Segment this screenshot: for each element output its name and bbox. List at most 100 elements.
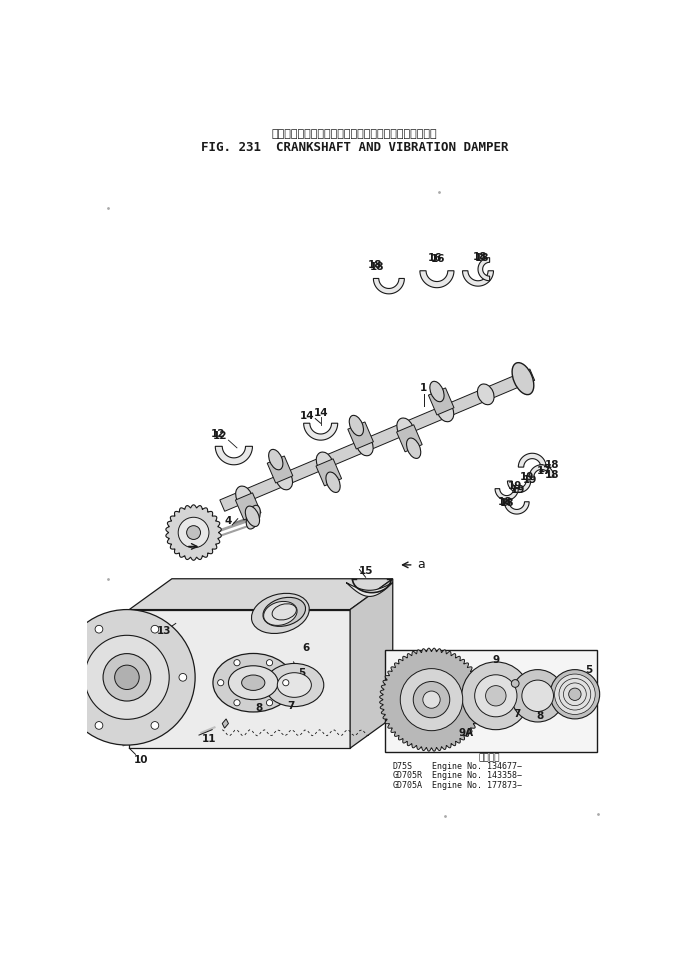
Polygon shape — [346, 583, 393, 596]
Text: 18: 18 — [498, 497, 512, 507]
Circle shape — [563, 683, 586, 705]
Text: 17: 17 — [538, 464, 553, 475]
Text: 2: 2 — [168, 527, 175, 537]
Text: Engine No. 134677−: Engine No. 134677− — [432, 762, 522, 772]
Ellipse shape — [213, 654, 294, 712]
Text: 18: 18 — [545, 460, 559, 470]
Ellipse shape — [430, 381, 444, 402]
Polygon shape — [495, 488, 518, 500]
Text: 18: 18 — [473, 252, 488, 262]
Text: Engine No. 177873−: Engine No. 177873− — [432, 780, 522, 790]
Polygon shape — [236, 493, 261, 520]
Text: 9A: 9A — [459, 728, 474, 738]
Text: 18: 18 — [545, 470, 559, 480]
Polygon shape — [220, 369, 535, 511]
Circle shape — [522, 680, 554, 711]
Circle shape — [462, 662, 530, 730]
Polygon shape — [304, 423, 337, 440]
Polygon shape — [462, 270, 493, 286]
Ellipse shape — [252, 594, 309, 633]
Text: 10: 10 — [134, 755, 148, 765]
Text: クランクシャフト　および　バイブレーション　ダンパ: クランクシャフト および バイブレーション ダンパ — [272, 128, 437, 139]
Text: 18: 18 — [368, 260, 382, 270]
Text: 16: 16 — [428, 253, 443, 263]
Polygon shape — [478, 258, 490, 281]
Ellipse shape — [245, 506, 260, 526]
Ellipse shape — [242, 675, 265, 691]
Text: FIG. 231  CRANKSHAFT AND VIBRATION DAMPER: FIG. 231 CRANKSHAFT AND VIBRATION DAMPER — [201, 141, 509, 154]
Polygon shape — [216, 447, 252, 465]
Circle shape — [423, 691, 440, 708]
Text: 12: 12 — [211, 429, 226, 439]
Text: 17: 17 — [536, 466, 551, 476]
Circle shape — [550, 669, 599, 719]
Ellipse shape — [246, 505, 261, 529]
Circle shape — [234, 660, 240, 666]
Polygon shape — [316, 459, 342, 486]
Circle shape — [95, 722, 103, 730]
Polygon shape — [396, 425, 422, 451]
Polygon shape — [385, 650, 597, 752]
Ellipse shape — [272, 604, 297, 620]
Polygon shape — [374, 278, 405, 294]
Ellipse shape — [397, 418, 414, 439]
Ellipse shape — [263, 597, 306, 627]
Ellipse shape — [236, 486, 252, 507]
Text: 8: 8 — [255, 703, 262, 713]
Circle shape — [59, 609, 195, 745]
Text: 1: 1 — [420, 382, 428, 393]
Text: 3: 3 — [243, 497, 251, 507]
Ellipse shape — [512, 363, 534, 395]
Circle shape — [179, 673, 186, 681]
Text: a: a — [418, 559, 426, 571]
Circle shape — [186, 525, 200, 539]
Polygon shape — [166, 505, 221, 560]
Text: a: a — [174, 540, 182, 553]
Polygon shape — [428, 388, 454, 414]
Text: 11: 11 — [202, 734, 216, 744]
Ellipse shape — [276, 469, 292, 489]
Text: 9: 9 — [492, 655, 500, 665]
Ellipse shape — [229, 666, 278, 700]
Circle shape — [559, 678, 590, 710]
Polygon shape — [222, 719, 229, 728]
Text: 19: 19 — [523, 475, 537, 486]
Polygon shape — [507, 481, 531, 492]
Text: 適用号簻: 適用号簻 — [479, 753, 500, 762]
Circle shape — [95, 626, 103, 633]
Ellipse shape — [277, 672, 311, 698]
Circle shape — [266, 700, 272, 705]
Ellipse shape — [437, 401, 454, 421]
Ellipse shape — [357, 435, 373, 455]
Ellipse shape — [265, 664, 324, 706]
Polygon shape — [380, 648, 483, 751]
Text: GD705R: GD705R — [393, 772, 423, 780]
Circle shape — [554, 674, 595, 714]
Polygon shape — [420, 270, 454, 288]
Circle shape — [283, 679, 289, 686]
Circle shape — [114, 666, 139, 690]
Text: 13: 13 — [157, 626, 171, 636]
Ellipse shape — [263, 601, 297, 626]
Ellipse shape — [477, 384, 494, 405]
Circle shape — [401, 668, 463, 731]
Ellipse shape — [326, 472, 340, 492]
Polygon shape — [130, 609, 350, 748]
Circle shape — [178, 518, 209, 548]
Text: 16: 16 — [430, 254, 445, 265]
Text: 18: 18 — [500, 498, 515, 508]
Text: 19: 19 — [508, 482, 523, 491]
Circle shape — [85, 635, 169, 719]
Circle shape — [103, 654, 151, 701]
Ellipse shape — [349, 415, 363, 436]
Text: 19: 19 — [520, 472, 534, 482]
Circle shape — [569, 688, 581, 701]
Polygon shape — [518, 453, 546, 467]
Circle shape — [413, 681, 450, 718]
Circle shape — [67, 673, 75, 681]
Text: Engine No. 143358−: Engine No. 143358− — [432, 772, 522, 780]
Text: 15: 15 — [358, 566, 373, 576]
Text: 6: 6 — [302, 643, 310, 653]
Polygon shape — [505, 502, 529, 514]
Polygon shape — [529, 465, 554, 477]
